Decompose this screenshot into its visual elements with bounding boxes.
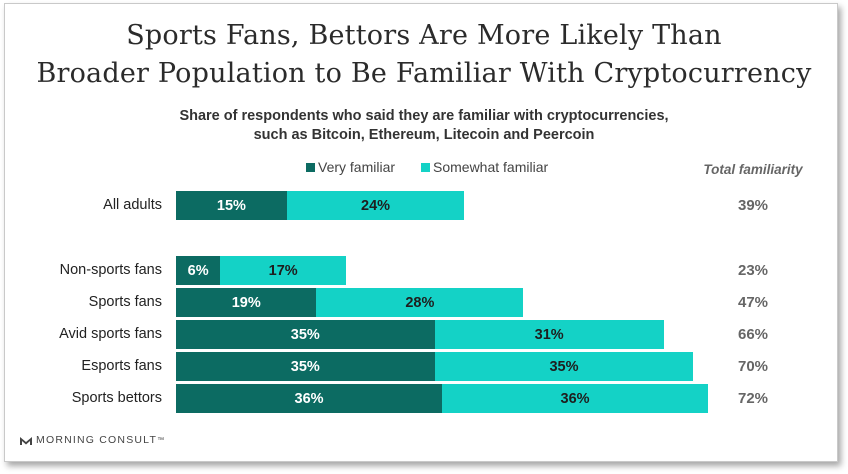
bar-very-familiar-sports-fans: 19% — [176, 288, 317, 317]
bar-very-familiar-all-adults: 15% — [176, 191, 287, 220]
bar-very-familiar-avid-sports-fans: 35% — [176, 320, 435, 349]
brand-trademark: ™ — [157, 436, 165, 444]
data-label-very-all-adults: 15% — [216, 197, 246, 214]
bar-very-familiar-non-sports-fans: 6% — [176, 256, 221, 285]
total-familiarity-header: Total familiarity — [703, 162, 803, 177]
bar-somewhat-familiar-non-sports-fans: 17% — [220, 256, 346, 285]
row-label-sports-bettors: Sports bettors — [71, 390, 162, 406]
data-label-very-sports-fans: 19% — [231, 294, 261, 311]
bar-somewhat-familiar-esports-fans: 35% — [434, 352, 694, 381]
bar-somewhat-familiar-sports-fans: 28% — [316, 288, 524, 317]
chart-subtitle-line-2: such as Bitcoin, Ethereum, Litecoin and … — [253, 127, 595, 143]
chart-title-line-2: Broader Population to Be Familiar With C… — [36, 58, 812, 89]
chart-title-line-1: Sports Fans, Bettors Are More Likely Tha… — [126, 20, 722, 51]
data-label-somewhat-esports-fans: 35% — [549, 358, 579, 375]
data-label-very-sports-bettors: 36% — [294, 390, 324, 407]
brand-footer: MORNING CONSULT ™ — [20, 434, 164, 446]
bar-very-familiar-sports-bettors: 36% — [176, 384, 443, 413]
data-label-somewhat-sports-fans: 28% — [405, 294, 435, 311]
total-familiarity-sports-fans: 47% — [737, 294, 769, 311]
data-label-somewhat-non-sports-fans: 17% — [268, 262, 298, 279]
bar-somewhat-familiar-sports-bettors: 36% — [442, 384, 709, 413]
legend-swatch-very — [306, 162, 315, 172]
data-label-somewhat-sports-bettors: 36% — [560, 390, 590, 407]
data-label-very-esports-fans: 35% — [290, 358, 320, 375]
row-label-esports-fans: Esports fans — [81, 358, 162, 374]
total-familiarity-all-adults: 39% — [737, 197, 769, 214]
total-familiarity-avid-sports-fans: 66% — [737, 326, 769, 343]
data-label-somewhat-avid-sports-fans: 31% — [534, 326, 564, 343]
total-familiarity-non-sports-fans: 23% — [737, 262, 769, 279]
legend-somewhat-familiar: Somewhat familiar — [421, 159, 548, 175]
row-label-sports-fans: Sports fans — [88, 294, 162, 310]
legend-swatch-somewhat — [421, 162, 430, 172]
bar-very-familiar-esports-fans: 35% — [176, 352, 435, 381]
data-label-somewhat-all-adults: 24% — [361, 197, 391, 214]
brand-name: MORNING CONSULT — [36, 434, 158, 446]
bar-somewhat-familiar-avid-sports-fans: 31% — [434, 320, 664, 349]
row-label-avid-sports-fans: Avid sports fans — [59, 326, 162, 342]
bar-somewhat-familiar-all-adults: 24% — [286, 191, 465, 220]
legend-label-somewhat: Somewhat familiar — [433, 159, 549, 175]
data-label-very-avid-sports-fans: 35% — [290, 326, 320, 343]
data-label-very-non-sports-fans: 6% — [187, 262, 209, 279]
chart-subtitle-line-1: Share of respondents who said they are f… — [179, 108, 669, 124]
row-label-all-adults: All adults — [103, 197, 162, 213]
row-label-non-sports-fans: Non-sports fans — [59, 262, 162, 278]
legend-very-familiar: Very familiar — [306, 159, 395, 175]
total-familiarity-esports-fans: 70% — [737, 358, 769, 375]
legend-label-very: Very familiar — [318, 159, 396, 175]
morning-consult-logo-icon — [20, 437, 32, 445]
total-familiarity-sports-bettors: 72% — [737, 390, 769, 407]
